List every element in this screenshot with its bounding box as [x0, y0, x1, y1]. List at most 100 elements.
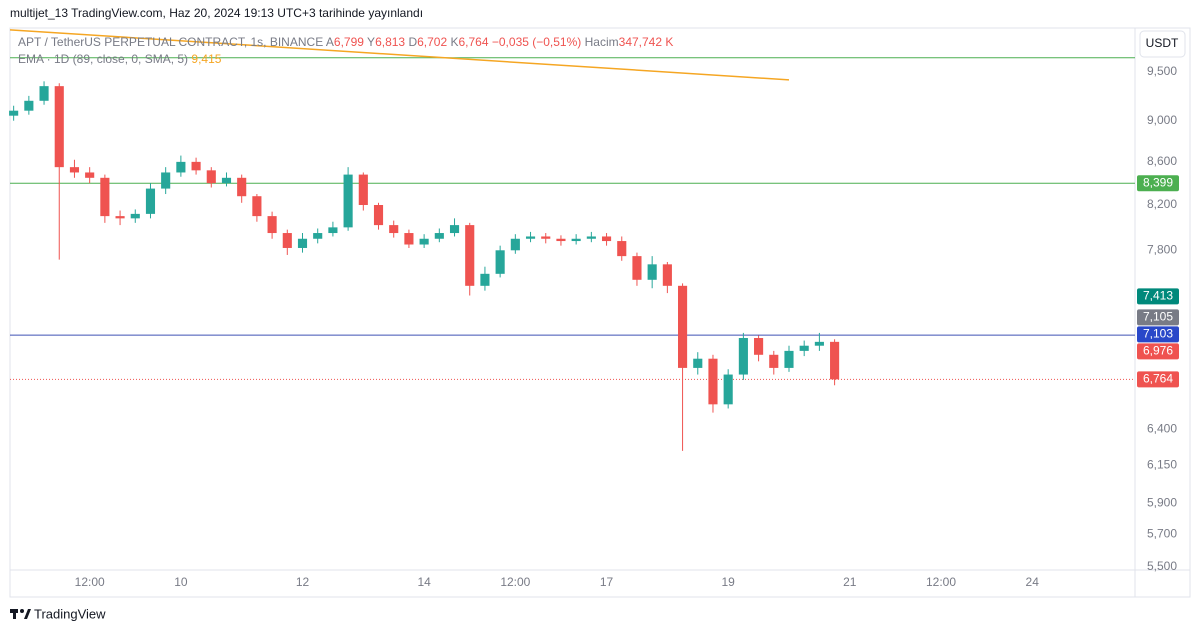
candle-body	[85, 172, 95, 178]
plot	[9, 29, 1135, 451]
candle-body	[586, 236, 596, 239]
legend-value: 6,799	[334, 35, 364, 49]
candle-body	[814, 341, 824, 346]
x-tick-label: 12:00	[500, 575, 530, 589]
y-tick-label: 5,500	[1147, 559, 1177, 573]
legend-key: K	[450, 35, 458, 49]
price-badge	[1137, 326, 1179, 343]
candle-body	[9, 110, 19, 116]
price-badge-label: 8,399	[1143, 175, 1173, 189]
x-tick-label: 14	[417, 575, 431, 589]
x-tick-label: 21	[843, 575, 857, 589]
x-tick-label: 12:00	[75, 575, 105, 589]
y-tick-label: 6,150	[1147, 458, 1177, 472]
legend-value: 6,813	[375, 35, 405, 49]
candle-body	[161, 172, 171, 189]
x-tick-label: 10	[174, 575, 188, 589]
indicator-name: EMA · 1D (89, close, 0, SMA, 5)	[18, 52, 188, 66]
indicator-value: 9,415	[191, 52, 221, 66]
footer-brand: TradingView	[34, 606, 106, 621]
currency-label[interactable]: USDT	[1146, 36, 1179, 50]
candle-body	[525, 236, 536, 239]
price-badge	[1137, 175, 1179, 192]
y-tick-label: 6,400	[1147, 422, 1177, 436]
candle-body	[69, 167, 80, 173]
candle-body	[404, 233, 414, 245]
candle-body	[799, 345, 809, 351]
price-badge	[1137, 371, 1179, 388]
candle-body	[723, 374, 733, 405]
candle-body	[221, 177, 232, 184]
y-tick-label: 7,800	[1147, 242, 1177, 256]
candle-body	[678, 285, 688, 368]
candle-body	[328, 227, 338, 234]
candle-body	[434, 233, 444, 239]
legend-value: 6,764	[459, 35, 489, 49]
footer-logo	[10, 609, 31, 619]
legend-symbol: APT / TetherUS PERPETUAL CONTRACT, 1s, B…	[18, 35, 323, 49]
legend-key: Y	[367, 35, 375, 49]
legend-key: Hacim	[585, 35, 619, 49]
candle-body	[39, 86, 49, 101]
ema-line	[9, 29, 790, 81]
x-tick-label: 12	[296, 575, 310, 589]
candle-body	[495, 250, 505, 274]
candle-body	[632, 256, 642, 280]
y-tick-label: 9,500	[1147, 64, 1177, 78]
candle-body	[449, 225, 460, 234]
price-badge-label: 7,105	[1143, 310, 1173, 324]
candle-body	[313, 233, 323, 239]
candle-body	[24, 100, 34, 111]
currency-button[interactable]	[1139, 30, 1186, 58]
candle-body	[693, 358, 703, 368]
candle-body	[358, 174, 368, 206]
candle-body	[662, 264, 672, 286]
candle-body	[465, 225, 475, 286]
y-tick-label: 5,700	[1147, 527, 1177, 541]
candle-body	[784, 350, 794, 368]
price-badge-label: 7,103	[1143, 327, 1173, 341]
candle-body	[252, 196, 262, 217]
x-tick-label: 12:00	[926, 575, 956, 589]
price-badge-label: 6,764	[1143, 372, 1173, 386]
candle-body	[206, 170, 216, 184]
price-badge	[1137, 288, 1179, 305]
candle-body	[343, 174, 353, 228]
candle-body	[130, 213, 140, 219]
candle-body	[708, 358, 718, 405]
y-tick-label: 9,000	[1147, 113, 1177, 127]
candle-body	[601, 236, 612, 242]
candle-body	[145, 188, 156, 214]
price-badge	[1137, 343, 1179, 360]
candle-body	[571, 238, 581, 242]
legend-key: A	[326, 35, 334, 49]
legend-key: D	[408, 35, 417, 49]
candle-body	[237, 177, 247, 197]
candle-body	[510, 238, 520, 251]
candle-body	[617, 241, 627, 257]
price-badge-label: 7,413	[1143, 289, 1173, 303]
legend-value: 6,702	[417, 35, 447, 49]
y-tick-label: 8,600	[1147, 154, 1177, 168]
candle-body	[769, 354, 779, 368]
legend-value: 347,742 K	[619, 35, 674, 49]
y-tick-label: 8,200	[1147, 197, 1177, 211]
x-tick-label: 17	[600, 575, 614, 589]
candle-body	[191, 161, 201, 171]
candle-body	[754, 338, 764, 355]
candle-body	[389, 225, 399, 234]
candle-body	[556, 238, 566, 242]
candle-body	[480, 273, 490, 286]
candle-body	[373, 205, 384, 226]
legend-line: APT / TetherUS PERPETUAL CONTRACT, 1s, B…	[18, 35, 673, 49]
header-title: multijet_13 TradingView.com, Haz 20, 202…	[10, 6, 423, 20]
candle-body	[541, 236, 551, 239]
candle-body	[267, 216, 277, 234]
x-tick-label: 19	[721, 575, 735, 589]
candle-body	[54, 86, 64, 168]
candle-body	[297, 238, 308, 248]
candle-body	[830, 341, 840, 380]
price-badge	[1137, 309, 1179, 326]
